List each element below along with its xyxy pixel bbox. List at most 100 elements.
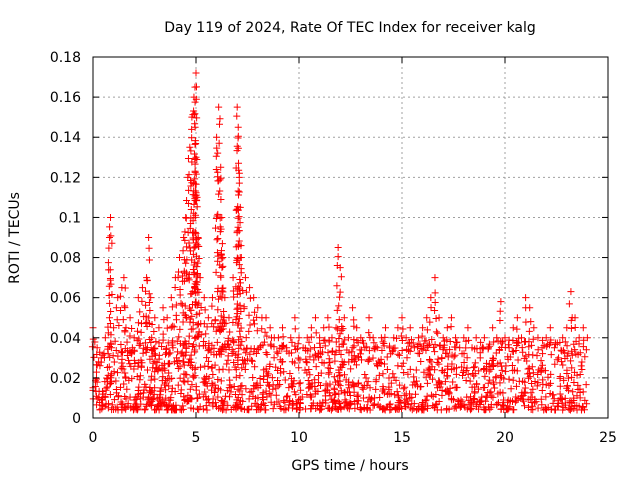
data-point-dense [280,397,288,405]
data-point-dense [354,391,362,399]
data-point-dense [379,370,387,378]
data-point-dense [393,403,401,411]
data-point [232,366,240,374]
data-point [236,301,244,309]
data-point [538,344,546,352]
data-point-dense [357,350,365,358]
data-point [219,262,227,270]
data-point-dense [190,373,198,381]
data-point [155,339,163,347]
data-point-dense [277,365,285,373]
data-point [214,173,222,181]
data-point-dense [537,357,545,365]
data-point-dense [534,404,542,412]
data-point [195,288,203,296]
data-point [295,334,303,342]
y-tick-label: 0.18 [50,50,81,66]
data-point [229,274,237,282]
data-point [105,314,113,322]
data-point [245,327,253,335]
data-point-dense [561,354,569,362]
data-point-dense [372,378,380,386]
data-point-dense [187,404,195,412]
data-point-dense [248,402,256,410]
data-point-dense [541,405,549,413]
data-point-dense [261,402,269,410]
data-point [185,340,193,348]
data-point [216,327,224,335]
data-point [192,229,200,237]
x-tick-label: 25 [599,430,617,446]
data-point [108,370,116,378]
data-point [222,345,230,353]
data-point-dense [363,404,371,412]
data-point-dense [534,370,542,378]
data-point-dense [238,364,246,372]
data-point [316,334,324,342]
data-point-dense [570,394,578,402]
data-point-dense [263,378,271,386]
data-point [202,330,210,338]
data-point-dense [249,374,257,382]
data-point-dense [445,405,453,413]
data-point [259,341,267,349]
data-point-dense [537,395,545,403]
data-point-dense [248,356,256,364]
data-point-dense [400,368,408,376]
data-point [191,167,199,175]
data-point-dense [564,374,572,382]
data-point [150,327,158,335]
data-point-dense [493,400,501,408]
data-point [398,347,406,355]
data-point-dense [452,404,460,412]
data-point-dense [310,356,318,364]
data-point-dense [577,362,585,370]
data-point-dense [578,406,586,414]
data-point [195,243,203,251]
data-point-dense [350,352,358,360]
data-point [189,325,197,333]
data-point-dense [396,381,404,389]
data-point-dense [345,358,353,366]
data-point-dense [137,362,145,370]
data-point-dense [380,360,388,368]
data-point [336,288,344,296]
data-point-dense [432,391,440,399]
data-point-dense [558,358,566,366]
data-point-dense [151,375,159,383]
data-point [236,275,244,283]
data-point-dense [414,349,422,357]
data-point-dense [148,372,156,380]
data-point-dense [136,372,144,380]
data-point-dense [230,359,238,367]
data-point [196,274,204,282]
data-point [159,336,167,344]
data-point-dense [581,396,589,404]
data-point [406,347,414,355]
data-point-dense [434,355,442,363]
data-point-dense [404,370,412,378]
data-point-dense [136,340,144,348]
y-tick-label: 0.14 [50,130,81,146]
data-point [181,236,189,244]
data-point-dense [135,341,143,349]
data-point-dense [454,397,462,405]
data-point-dense [150,350,158,358]
data-point-dense [240,406,248,414]
data-point [186,143,194,151]
data-point [472,334,480,342]
data-point-dense [131,360,139,368]
data-point [104,329,112,337]
data-point [216,292,224,300]
data-point-dense [438,391,446,399]
data-point-dense [322,392,330,400]
data-point [352,355,360,363]
data-point-dense [101,378,109,386]
data-point [237,308,245,316]
data-point [312,329,320,337]
data-point [229,319,237,327]
data-point [534,334,542,342]
data-point-dense [174,365,182,373]
data-point [182,213,190,221]
data-point-dense [460,358,468,366]
